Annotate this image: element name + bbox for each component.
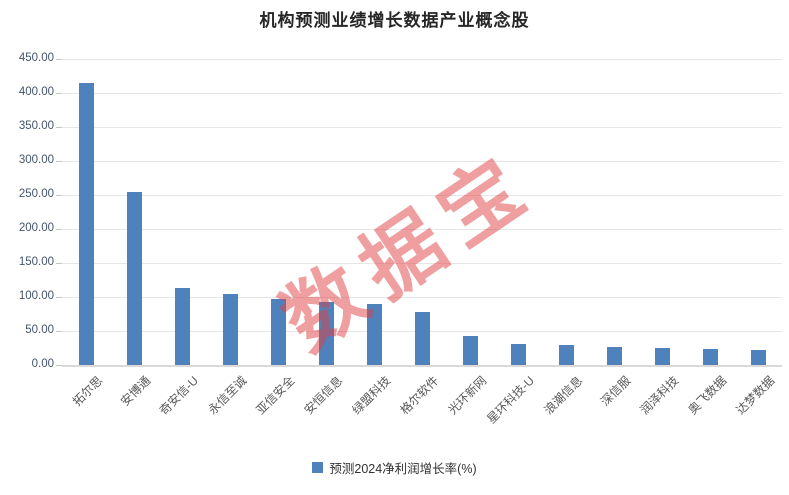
legend-label: 预测2024净利润增长率(%)	[329, 462, 477, 476]
bar	[174, 288, 190, 365]
bar	[654, 348, 670, 365]
y-axis-tick	[56, 229, 62, 230]
x-axis-label: 格尔软件	[397, 373, 442, 418]
bar	[750, 350, 766, 365]
y-axis-tick	[56, 93, 62, 94]
x-axis-label: 润泽科技	[637, 373, 682, 418]
gridline	[62, 195, 782, 196]
bar	[78, 82, 94, 365]
gridline	[62, 297, 782, 298]
y-axis-label: 150.00	[18, 256, 54, 268]
bar	[126, 191, 142, 365]
gridline	[62, 161, 782, 162]
y-axis-tick	[56, 365, 62, 366]
bar	[510, 343, 526, 365]
bar	[462, 336, 478, 365]
gridline	[62, 127, 782, 128]
bar	[414, 311, 430, 365]
x-axis-label: 光环新网	[445, 373, 490, 418]
y-axis-label: 50.00	[25, 324, 54, 336]
bar	[702, 349, 718, 365]
y-axis-label: 350.00	[18, 120, 54, 132]
legend-marker-icon	[312, 462, 324, 473]
y-axis-label: 250.00	[18, 188, 54, 200]
bar	[366, 303, 382, 365]
gridline	[62, 229, 782, 230]
y-axis-tick	[56, 59, 62, 60]
x-axis-label: 绿盟科技	[349, 373, 394, 418]
x-axis-label: 星环科技-U	[484, 373, 538, 427]
y-axis-tick	[56, 161, 62, 162]
y-axis-label: 300.00	[18, 154, 54, 166]
y-axis-label: 450.00	[18, 52, 54, 64]
gridline	[62, 59, 782, 60]
x-axis-label: 永信至诚	[205, 373, 250, 418]
x-axis-label: 达梦数据	[733, 373, 778, 418]
x-axis-label: 安恒信息	[301, 373, 346, 418]
x-axis-label: 深信服	[597, 373, 634, 409]
x-axis-label: 奥飞数据	[685, 373, 730, 418]
y-axis-tick	[56, 331, 62, 332]
gridline	[62, 93, 782, 94]
gridline	[62, 263, 782, 264]
y-axis-label: 0.00	[31, 358, 54, 370]
y-axis-tick	[56, 127, 62, 128]
x-axis-line	[62, 365, 782, 367]
y-axis-tick	[56, 297, 62, 298]
y-axis-label: 200.00	[18, 222, 54, 234]
y-axis-tick	[56, 263, 62, 264]
y-axis-label: 400.00	[18, 86, 54, 98]
x-axis-label: 安博通	[117, 373, 154, 409]
x-axis-label: 亚信安全	[253, 373, 298, 418]
bar	[270, 299, 286, 365]
legend: 预测2024净利润增长率(%)	[0, 458, 789, 477]
bar	[222, 293, 238, 365]
bar	[558, 344, 574, 365]
y-axis-tick	[56, 195, 62, 196]
x-axis-label: 奇安信-U	[156, 373, 202, 418]
chart-title: 机构预测业绩增长数据产业概念股	[259, 11, 530, 30]
x-axis-label: 浪潮信息	[541, 373, 586, 418]
y-axis-label: 100.00	[18, 290, 54, 302]
bar	[318, 302, 334, 365]
bar	[606, 346, 622, 365]
plot-area	[62, 59, 782, 365]
x-axis-label: 拓尔思	[69, 373, 106, 409]
